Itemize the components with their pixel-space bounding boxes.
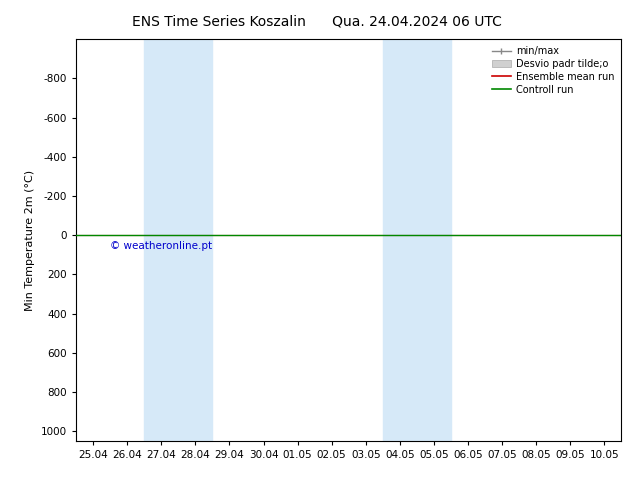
Bar <box>178 39 212 441</box>
Bar <box>383 39 417 441</box>
Legend: min/max, Desvio padr tilde;o, Ensemble mean run, Controll run: min/max, Desvio padr tilde;o, Ensemble m… <box>488 42 618 98</box>
Text: © weatheronline.pt: © weatheronline.pt <box>110 241 212 251</box>
Text: ENS Time Series Koszalin      Qua. 24.04.2024 06 UTC: ENS Time Series Koszalin Qua. 24.04.2024… <box>132 15 502 29</box>
Bar <box>144 39 178 441</box>
Y-axis label: Min Temperature 2m (°C): Min Temperature 2m (°C) <box>25 170 36 311</box>
Bar <box>417 39 451 441</box>
